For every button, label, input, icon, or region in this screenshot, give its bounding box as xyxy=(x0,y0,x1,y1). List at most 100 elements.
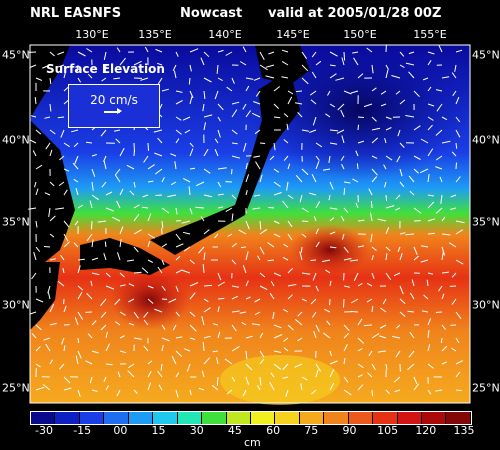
current-vector xyxy=(73,142,79,148)
current-vector xyxy=(49,77,52,85)
current-vector xyxy=(253,194,261,197)
current-vector xyxy=(419,168,429,174)
current-vector xyxy=(189,64,192,72)
current-vector xyxy=(408,175,415,183)
current-vector xyxy=(409,331,415,339)
current-vector xyxy=(357,73,364,79)
current-vector xyxy=(111,216,121,222)
current-vector xyxy=(370,201,373,209)
current-vector xyxy=(315,161,320,170)
current-vector xyxy=(147,285,154,289)
current-vector xyxy=(329,217,335,222)
current-vector xyxy=(254,129,261,135)
current-vector xyxy=(161,88,169,92)
current-vector xyxy=(421,310,429,313)
colorbar-segment xyxy=(397,412,422,424)
current-vector xyxy=(34,97,37,105)
current-vector xyxy=(188,186,191,196)
current-vector xyxy=(202,103,205,112)
current-vector xyxy=(300,383,303,391)
current-vector xyxy=(286,123,289,131)
current-vector xyxy=(61,337,65,345)
current-vector xyxy=(329,73,337,79)
current-vector xyxy=(281,49,289,53)
current-vector xyxy=(147,180,154,183)
current-vector xyxy=(357,348,363,352)
current-vector xyxy=(116,200,121,209)
current-vector xyxy=(399,64,405,68)
current-vector xyxy=(175,255,181,261)
current-vector xyxy=(269,381,275,391)
current-vector xyxy=(451,151,457,157)
current-vector xyxy=(238,229,247,235)
current-vector xyxy=(48,207,51,217)
current-vector xyxy=(91,257,99,261)
current-vector xyxy=(231,155,241,159)
current-vector xyxy=(405,115,415,118)
current-vector xyxy=(265,64,275,68)
current-vector xyxy=(189,148,194,157)
current-vector xyxy=(301,64,309,72)
current-vector xyxy=(268,206,275,209)
current-vector xyxy=(455,360,464,365)
current-vector xyxy=(371,254,374,261)
lat-label: 45°N xyxy=(472,48,500,62)
current-vector xyxy=(147,298,154,304)
current-vector xyxy=(147,370,152,378)
yellow-patch xyxy=(220,355,340,405)
current-vector xyxy=(357,282,363,287)
current-vector xyxy=(357,384,364,391)
current-vector xyxy=(175,99,183,105)
current-vector xyxy=(259,51,265,61)
current-vector xyxy=(350,90,359,94)
current-vector xyxy=(371,64,374,74)
current-vector xyxy=(175,138,180,144)
current-vector xyxy=(395,194,401,200)
lon-label: 145°E xyxy=(276,28,310,41)
current-vector xyxy=(441,246,446,256)
current-vector xyxy=(214,90,219,100)
current-vector xyxy=(393,272,401,277)
current-vector xyxy=(105,272,111,278)
colorbar-segment xyxy=(153,412,178,424)
current-vector xyxy=(245,220,250,230)
current-vector xyxy=(427,116,434,121)
current-vector xyxy=(294,319,303,326)
current-vector xyxy=(313,330,317,339)
current-vector xyxy=(413,125,421,131)
current-vector xyxy=(286,181,289,191)
current-vector xyxy=(287,220,293,228)
current-vector xyxy=(295,174,303,183)
current-vector xyxy=(175,116,182,121)
cold-region xyxy=(250,40,470,180)
current-vector xyxy=(189,282,199,287)
current-vector xyxy=(385,246,391,252)
current-vector xyxy=(103,160,107,170)
current-vector xyxy=(203,90,206,99)
current-vector xyxy=(329,207,338,210)
current-vector xyxy=(427,272,434,275)
current-vector xyxy=(427,86,432,92)
valid-time: valid at 2005/01/28 00Z xyxy=(268,6,442,21)
current-vector xyxy=(407,310,415,313)
current-vector xyxy=(287,90,294,95)
current-vector xyxy=(343,357,346,365)
current-vector xyxy=(116,47,121,53)
current-vector xyxy=(175,269,183,274)
current-vector xyxy=(160,363,163,371)
current-vector xyxy=(71,129,79,133)
current-vector xyxy=(224,358,233,365)
current-vector xyxy=(170,153,177,157)
current-vector xyxy=(183,348,191,352)
current-vector xyxy=(35,77,43,81)
current-vector xyxy=(189,324,197,332)
current-vector xyxy=(324,308,331,313)
current-vector xyxy=(408,51,415,55)
current-vector xyxy=(384,137,387,144)
current-vector xyxy=(119,311,126,316)
current-vector xyxy=(343,188,346,196)
current-vector xyxy=(114,174,121,183)
current-vector xyxy=(86,141,93,144)
current-vector xyxy=(128,298,135,303)
land-china-coast xyxy=(30,262,60,330)
